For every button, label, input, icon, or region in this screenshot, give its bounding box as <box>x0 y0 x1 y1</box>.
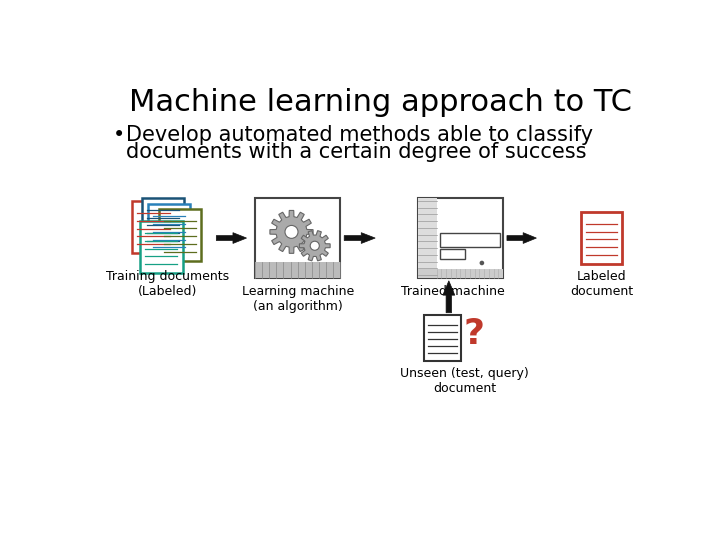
Bar <box>255 198 341 279</box>
Bar <box>142 198 184 251</box>
Text: documents with a certain degree of success: documents with a certain degree of succe… <box>126 142 586 162</box>
Bar <box>132 201 175 253</box>
Text: Unseen (test, query)
document: Unseen (test, query) document <box>400 367 528 395</box>
Text: Develop automated methods able to classify: Develop automated methods able to classi… <box>126 125 593 145</box>
Bar <box>148 204 190 256</box>
Circle shape <box>310 241 319 250</box>
Text: Machine learning approach to TC: Machine learning approach to TC <box>129 88 631 117</box>
Bar <box>440 249 465 259</box>
Bar <box>581 212 621 264</box>
Bar <box>418 198 503 279</box>
Bar <box>418 269 503 279</box>
Text: Learning machine
(an algorithm): Learning machine (an algorithm) <box>242 285 354 313</box>
Text: ?: ? <box>463 318 484 352</box>
Text: Training documents
(Labeled): Training documents (Labeled) <box>106 271 229 299</box>
Polygon shape <box>344 233 375 244</box>
Bar <box>255 262 341 279</box>
Text: Trained machine: Trained machine <box>401 285 505 298</box>
Text: Labeled
document: Labeled document <box>570 271 633 299</box>
Circle shape <box>285 225 298 238</box>
Bar <box>158 209 201 261</box>
Bar <box>440 233 500 247</box>
Polygon shape <box>270 211 313 253</box>
Polygon shape <box>300 231 330 261</box>
Polygon shape <box>216 233 246 244</box>
Bar <box>418 198 436 279</box>
Bar <box>424 315 462 361</box>
Text: •: • <box>113 125 125 145</box>
Circle shape <box>480 261 485 265</box>
Bar <box>140 221 183 273</box>
Polygon shape <box>507 233 536 244</box>
Polygon shape <box>443 281 455 313</box>
